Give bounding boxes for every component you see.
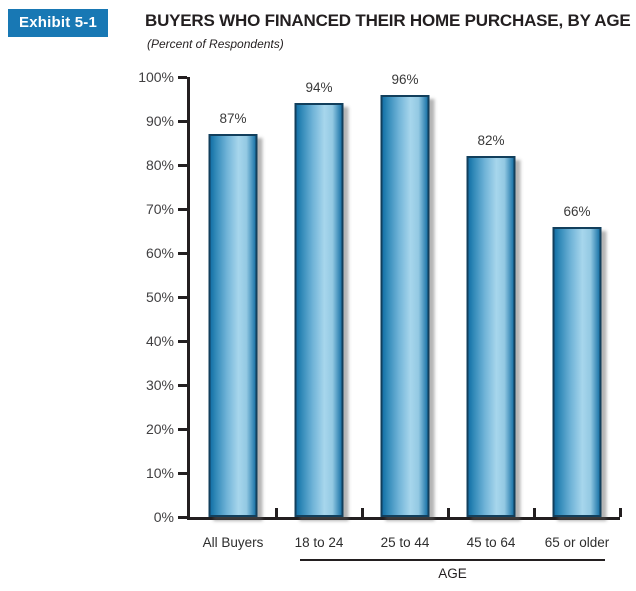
bar-all-buyers bbox=[208, 134, 258, 517]
y-axis-tick-label: 70% bbox=[145, 201, 174, 217]
exhibit-badge: Exhibit 5-1 bbox=[8, 9, 109, 37]
y-axis-tick-label: 20% bbox=[145, 421, 174, 437]
bar-25-to-44 bbox=[380, 94, 430, 517]
chart-subtitle: (Percent of Respondents) bbox=[147, 37, 284, 51]
y-axis-tick-label: 80% bbox=[145, 157, 174, 173]
bar-value-label: 94% bbox=[305, 80, 333, 96]
y-axis-tick bbox=[178, 383, 187, 387]
bar-65-or-older bbox=[552, 226, 602, 517]
y-axis-tick-label: 40% bbox=[145, 333, 174, 349]
bar-slot: 66% 65 or older bbox=[534, 77, 620, 550]
bar-45-to-64 bbox=[466, 156, 516, 517]
bar-slot: 87% All Buyers bbox=[190, 77, 276, 550]
x-axis-category-label: 45 to 64 bbox=[466, 535, 516, 550]
y-axis-tick bbox=[178, 207, 187, 211]
y-axis-tick-label: 10% bbox=[145, 465, 174, 481]
x-axis-category-label: 18 to 24 bbox=[294, 535, 344, 550]
bar-value-label: 96% bbox=[391, 71, 419, 87]
y-axis-tick bbox=[178, 251, 187, 255]
x-axis-category-label: 25 to 44 bbox=[380, 535, 430, 550]
y-axis-tick bbox=[178, 471, 187, 475]
y-axis-tick-label: 50% bbox=[145, 289, 174, 305]
bar-18-to-24 bbox=[294, 103, 344, 517]
x-axis-tick bbox=[274, 508, 278, 517]
bar-slot: 94% 18 to 24 bbox=[276, 77, 362, 550]
bar-value-label: 87% bbox=[219, 111, 247, 127]
x-axis-tick bbox=[360, 508, 364, 517]
bar-value-label: 66% bbox=[563, 203, 591, 219]
y-axis-tick-label: 100% bbox=[138, 69, 174, 85]
y-axis-tick bbox=[178, 75, 187, 79]
bar-value-label: 82% bbox=[477, 133, 505, 149]
y-axis-tick bbox=[178, 119, 187, 123]
x-axis-category-label: All Buyers bbox=[202, 535, 264, 550]
y-axis-tick-label: 30% bbox=[145, 377, 174, 393]
age-group-underline bbox=[300, 559, 605, 561]
chart-title: BUYERS WHO FINANCED THEIR HOME PURCHASE,… bbox=[145, 11, 631, 30]
x-axis-tick bbox=[532, 508, 536, 517]
y-axis-tick-label: 90% bbox=[145, 113, 174, 129]
y-axis-tick-label: 60% bbox=[145, 245, 174, 261]
x-axis-tick bbox=[618, 508, 622, 517]
bar-slot: 82% 45 to 64 bbox=[448, 77, 534, 550]
x-axis-tick bbox=[446, 508, 450, 517]
y-axis-tick bbox=[178, 295, 187, 299]
x-axis-group-label: AGE bbox=[438, 566, 467, 581]
y-axis-tick bbox=[178, 427, 187, 431]
y-axis-tick bbox=[178, 515, 187, 519]
y-axis-tick-label: 0% bbox=[153, 509, 174, 525]
y-axis-tick bbox=[178, 163, 187, 167]
bar-slot: 96% 25 to 44 bbox=[362, 72, 448, 550]
x-axis-category-label: 65 or older bbox=[544, 535, 610, 550]
y-axis-tick bbox=[178, 339, 187, 343]
plot-area: AGE 0% 10% 20% 30% 40% 50% 60% 70% 80% 90% 100% 87%… bbox=[138, 69, 622, 581]
